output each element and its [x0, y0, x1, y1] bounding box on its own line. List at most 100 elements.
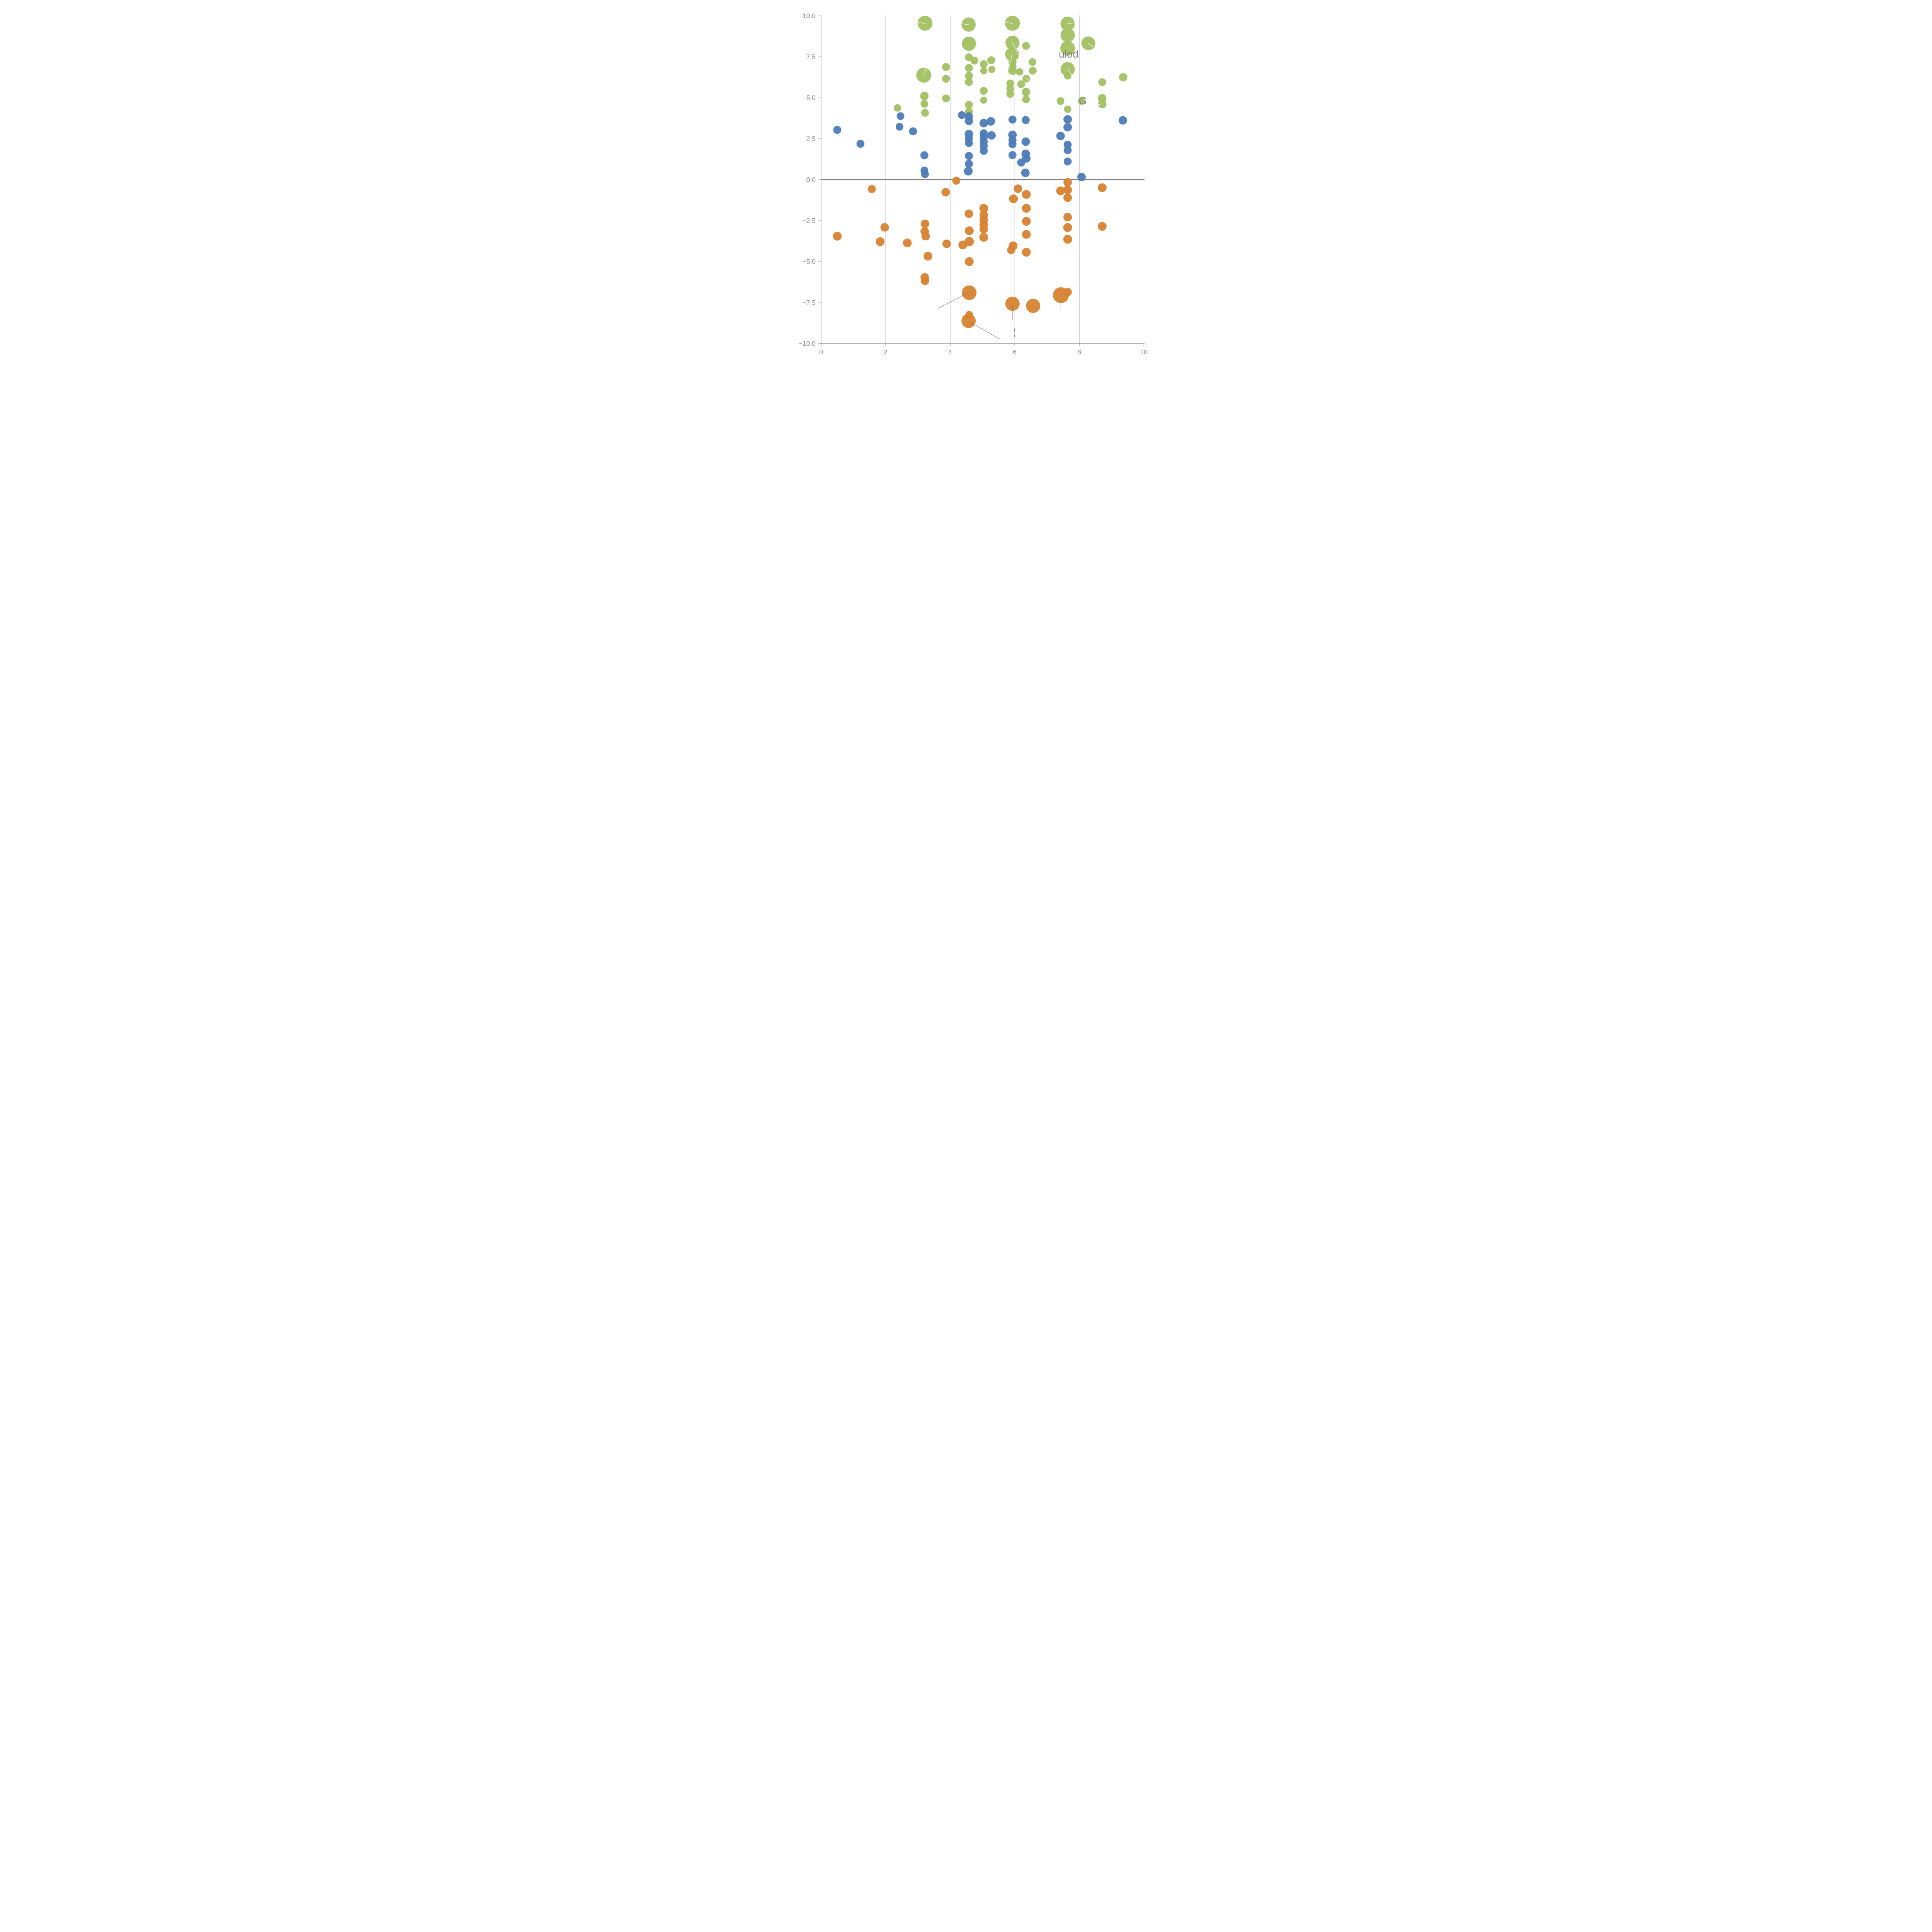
data-point-blue	[958, 111, 966, 119]
data-point-blue	[909, 127, 917, 136]
data-point-blue	[965, 139, 973, 147]
data-point-blue	[964, 116, 973, 125]
data-point-blue	[1063, 140, 1072, 149]
data-point-orange	[952, 177, 961, 185]
data-point-orange	[923, 252, 932, 261]
data-point-blue	[965, 152, 973, 160]
leader-line-1	[969, 321, 1000, 340]
data-point-blue	[1021, 137, 1030, 146]
data-point-green	[1098, 78, 1106, 86]
data-point-blue	[1063, 123, 1072, 132]
y-tick-label-7.5: 7.5	[806, 53, 816, 61]
white-tick-line-4	[1088, 43, 1093, 47]
data-point-green	[942, 94, 950, 102]
y-tick-label--7.5: −7.5	[802, 299, 816, 306]
data-point-green	[921, 109, 929, 117]
y-tick-label-10: 10.0	[803, 12, 816, 20]
data-point-green	[1006, 79, 1014, 87]
data-point-blue	[980, 147, 988, 155]
white-tick-line-3	[1067, 22, 1075, 24]
data-point-green	[965, 72, 973, 80]
bubble-scatter-chart: ulod G 10.0 7.5 5.0 2.5 0.0 −2.5 −5.0 −7.5 −10.00…	[773, 0, 1159, 386]
x-tick-label-2: 2	[884, 348, 888, 356]
data-point-blue	[1118, 116, 1127, 125]
y-tick-label-5: 5.0	[806, 94, 816, 102]
data-point-orange	[1098, 222, 1107, 231]
data-point-orange	[979, 225, 988, 233]
data-point-orange	[1022, 230, 1031, 239]
data-point-green	[988, 66, 995, 73]
data-point-blue	[965, 160, 973, 168]
data-point-blue	[987, 131, 996, 140]
y-tick-label--10: −10.0	[799, 340, 816, 347]
data-point-green	[1022, 88, 1031, 97]
data-point-blue	[920, 151, 929, 160]
data-point-green	[965, 64, 973, 72]
data-point-orange	[1063, 213, 1072, 221]
data-point-blue	[896, 112, 905, 120]
x-tick-label-6: 6	[1013, 348, 1017, 356]
white-tick-line-layer	[916, 22, 1093, 82]
watermark-text-0: ulod	[1059, 48, 1078, 60]
data-point-orange	[1022, 217, 1031, 226]
white-tick-line-2	[1005, 22, 1013, 24]
data-point-green	[1119, 73, 1128, 82]
data-point-green	[965, 101, 973, 109]
data-point-blue	[1022, 116, 1030, 124]
data-point-orange	[962, 285, 977, 300]
data-point-green	[942, 63, 950, 71]
leader-line-layer	[938, 293, 1080, 340]
data-point-orange	[1063, 235, 1072, 244]
data-point-green	[980, 67, 988, 75]
data-point-orange	[941, 188, 950, 197]
data-point-blue	[1056, 131, 1065, 140]
data-point-green	[1064, 105, 1071, 113]
data-point-orange	[1063, 178, 1072, 187]
data-point-orange	[1026, 299, 1041, 313]
white-tick-line-7	[923, 67, 927, 76]
data-point-orange	[961, 314, 976, 328]
data-point-green	[1016, 68, 1024, 76]
data-point-orange	[965, 257, 974, 266]
data-point-green	[1022, 95, 1030, 104]
leader-line-0	[938, 293, 968, 309]
data-point-green	[942, 75, 950, 83]
data-point-orange	[1007, 246, 1015, 254]
data-point-blue	[979, 119, 988, 128]
data-point-green	[1060, 28, 1075, 43]
data-point-green	[980, 87, 988, 95]
data-point-orange	[1009, 194, 1018, 203]
data-point-blue	[1063, 115, 1072, 124]
white-tick-line-1	[959, 23, 969, 25]
data-point-blue	[986, 117, 995, 126]
white-tick-line-8	[1026, 78, 1031, 82]
data-point-blue	[1021, 168, 1030, 177]
data-point-green	[1006, 90, 1014, 98]
bubble-layer	[833, 15, 1128, 328]
watermark-layer: ulod G	[1059, 48, 1100, 107]
data-point-orange	[833, 231, 842, 241]
data-point-orange	[920, 219, 929, 228]
data-point-orange	[920, 276, 929, 285]
data-point-orange	[1056, 186, 1065, 196]
series-green	[894, 15, 1128, 117]
x-tick-label-4: 4	[948, 348, 952, 356]
series-blue	[833, 111, 1127, 182]
data-point-orange	[1063, 223, 1072, 232]
figure-container: ulod G 10.0 7.5 5.0 2.5 0.0 −2.5 −5.0 −7.5 −10.0 0…	[773, 0, 1159, 386]
data-point-blue	[856, 139, 865, 148]
x-tick-label-0: 0	[819, 348, 823, 356]
data-point-orange	[1022, 190, 1031, 199]
data-point-orange	[867, 185, 876, 193]
data-point-blue	[1008, 116, 1017, 124]
data-point-blue	[1077, 173, 1086, 182]
data-point-green	[920, 100, 929, 108]
data-point-green	[1098, 94, 1107, 103]
data-point-orange	[1063, 193, 1072, 202]
data-point-green	[1078, 97, 1085, 105]
white-tick-line-6	[1008, 54, 1013, 69]
data-point-green	[1064, 72, 1071, 80]
data-point-green	[1029, 67, 1037, 75]
data-point-orange	[964, 237, 974, 247]
x-tick-label-10: 10	[1140, 348, 1148, 356]
